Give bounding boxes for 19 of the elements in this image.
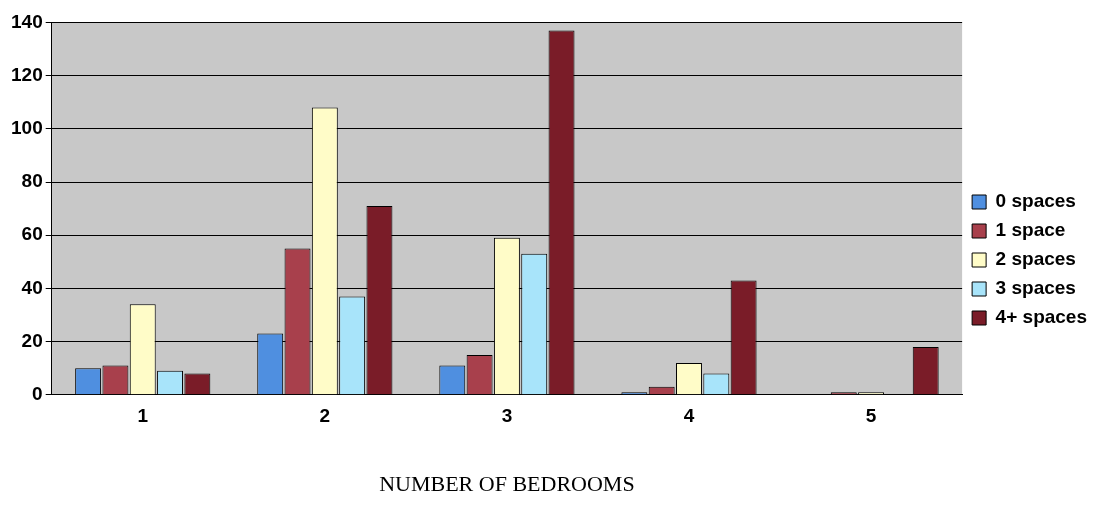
x-tick-label: 3 bbox=[501, 405, 513, 427]
x-axis-title: NUMBER OF BEDROOMS bbox=[379, 470, 635, 496]
y-tick-label: 0 bbox=[32, 383, 43, 405]
x-tick-label: 5 bbox=[865, 405, 877, 427]
legend-label: 4+ spaces bbox=[995, 306, 1088, 328]
legend-label: 2 spaces bbox=[995, 248, 1076, 270]
y-tick-label: 80 bbox=[21, 170, 43, 192]
y-tick-label: 100 bbox=[11, 117, 43, 139]
x-tick-label: 4 bbox=[683, 405, 695, 427]
legend-label: 1 space bbox=[995, 219, 1066, 241]
y-tick-label: 140 bbox=[11, 10, 43, 32]
x-tick-label: 2 bbox=[319, 405, 331, 427]
legend-label: 3 spaces bbox=[995, 277, 1076, 299]
y-tick-label: 40 bbox=[21, 276, 43, 298]
y-tick-label: 20 bbox=[21, 329, 43, 351]
x-tick-label: 1 bbox=[137, 405, 149, 427]
y-tick-label: 120 bbox=[11, 63, 43, 85]
legend-label: 0 spaces bbox=[995, 190, 1076, 212]
y-tick-label: 60 bbox=[21, 223, 43, 245]
